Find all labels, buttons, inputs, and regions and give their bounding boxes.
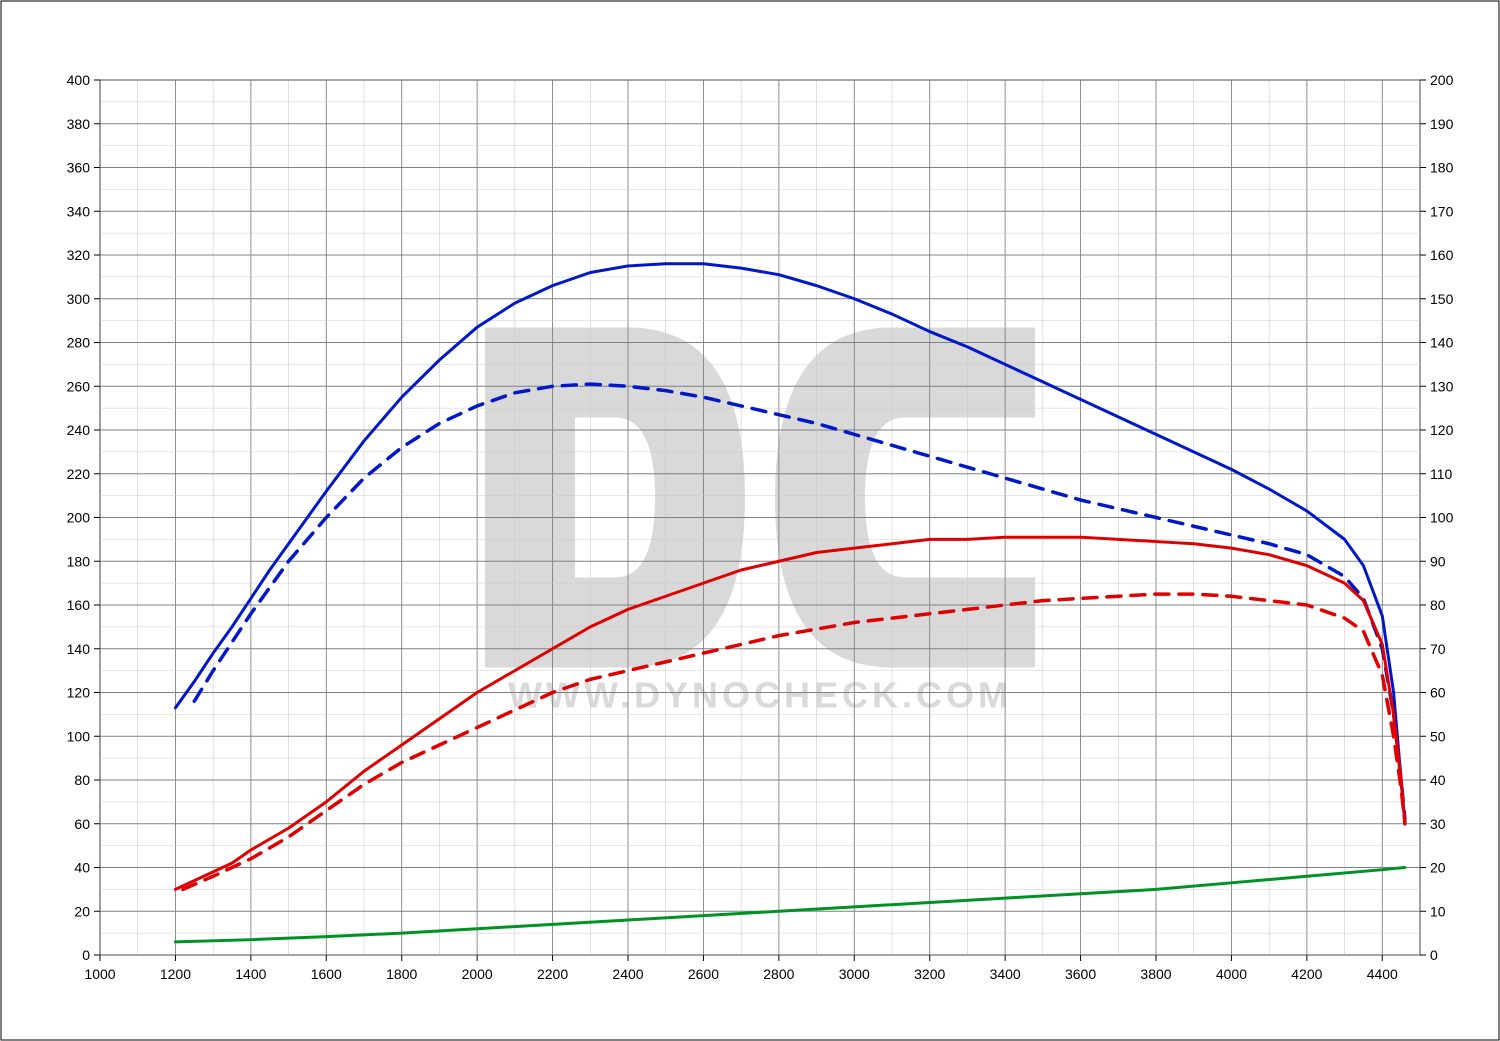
y-right-tick-label: 70 (1430, 641, 1446, 657)
y-right-tick-label: 120 (1430, 422, 1454, 438)
y-right-tick-label: 160 (1430, 247, 1454, 263)
y-left-tick-label: 80 (74, 772, 90, 788)
x-tick-label: 4000 (1216, 966, 1247, 982)
y-right-tick-label: 90 (1430, 553, 1446, 569)
dyno-chart: WWW.DYNOCHECK.COM10001200140016001800200… (0, 0, 1500, 1041)
x-tick-label: 3200 (914, 966, 945, 982)
y-left-tick-label: 320 (67, 247, 91, 263)
x-tick-label: 1000 (84, 966, 115, 982)
y-right-tick-label: 190 (1430, 116, 1454, 132)
y-right-tick-label: 110 (1430, 466, 1453, 482)
y-left-tick-label: 160 (67, 597, 91, 613)
y-left-tick-label: 60 (74, 816, 90, 832)
x-tick-label: 2600 (688, 966, 719, 982)
y-right-tick-label: 10 (1430, 903, 1446, 919)
x-tick-label: 3400 (990, 966, 1021, 982)
x-tick-label: 1400 (235, 966, 266, 982)
y-right-tick-label: 180 (1430, 160, 1454, 176)
y-left-tick-label: 400 (67, 72, 91, 88)
y-right-tick-label: 30 (1430, 816, 1446, 832)
y-right-tick-label: 60 (1430, 685, 1446, 701)
y-right-tick-label: 140 (1430, 335, 1454, 351)
watermark-url: WWW.DYNOCHECK.COM (508, 675, 1012, 716)
y-left-tick-label: 0 (82, 947, 90, 963)
y-left-tick-label: 360 (67, 160, 91, 176)
y-left-tick-label: 20 (74, 903, 90, 919)
y-left-tick-label: 40 (74, 860, 90, 876)
y-right-tick-label: 150 (1430, 291, 1454, 307)
x-tick-label: 3000 (839, 966, 870, 982)
x-tick-label: 2800 (763, 966, 794, 982)
x-tick-label: 2200 (537, 966, 568, 982)
y-left-tick-label: 280 (67, 335, 91, 351)
y-right-tick-label: 130 (1430, 378, 1454, 394)
y-left-tick-label: 100 (67, 728, 91, 744)
y-left-tick-label: 380 (67, 116, 91, 132)
y-right-tick-label: 20 (1430, 860, 1446, 876)
x-tick-label: 1600 (311, 966, 342, 982)
y-left-tick-label: 180 (67, 553, 91, 569)
y-left-tick-label: 220 (67, 466, 91, 482)
x-tick-label: 1800 (386, 966, 417, 982)
y-left-tick-label: 340 (67, 203, 91, 219)
y-right-tick-label: 0 (1430, 947, 1438, 963)
y-right-tick-label: 100 (1430, 510, 1454, 526)
y-left-tick-label: 240 (67, 422, 91, 438)
y-right-tick-label: 40 (1430, 772, 1446, 788)
x-tick-label: 2000 (462, 966, 493, 982)
x-tick-label: 2400 (612, 966, 643, 982)
x-tick-label: 3800 (1140, 966, 1171, 982)
y-right-tick-label: 170 (1430, 203, 1454, 219)
y-left-tick-label: 120 (67, 685, 91, 701)
y-left-tick-label: 300 (67, 291, 91, 307)
x-tick-label: 1200 (160, 966, 191, 982)
x-tick-label: 4200 (1291, 966, 1322, 982)
x-tick-label: 3600 (1065, 966, 1096, 982)
y-left-tick-label: 200 (67, 510, 91, 526)
y-right-tick-label: 50 (1430, 728, 1446, 744)
x-tick-label: 4400 (1367, 966, 1398, 982)
y-left-tick-label: 260 (67, 378, 91, 394)
y-right-tick-label: 80 (1430, 597, 1446, 613)
y-right-tick-label: 200 (1430, 72, 1454, 88)
y-left-tick-label: 140 (67, 641, 91, 657)
